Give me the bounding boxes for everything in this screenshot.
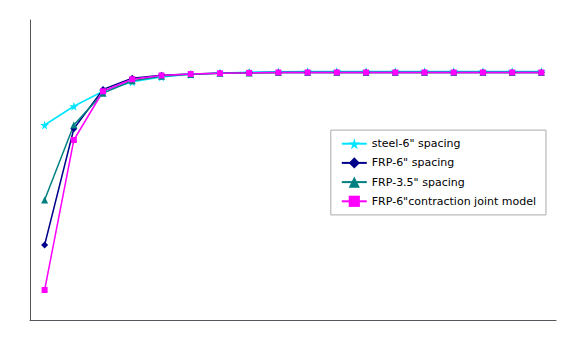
svg-text:steel-6" spacing: steel-6" spacing bbox=[372, 137, 461, 150]
svg-text:FRP-6"contraction joint model: FRP-6"contraction joint model bbox=[372, 195, 536, 208]
svg-text:FRP-3.5" spacing: FRP-3.5" spacing bbox=[372, 176, 465, 189]
svg-text:FRP-6" spacing: FRP-6" spacing bbox=[372, 156, 454, 169]
